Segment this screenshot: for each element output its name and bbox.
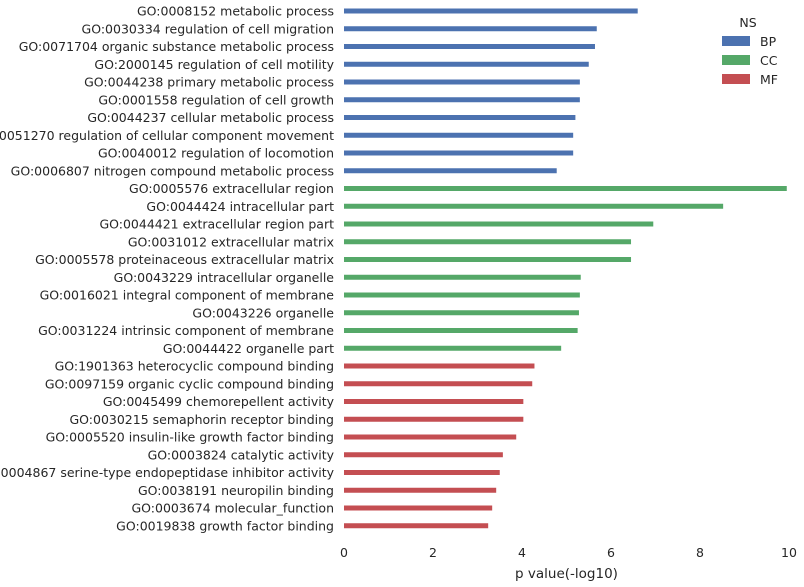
category-label: GO:0003674 molecular_function (131, 501, 334, 516)
category-label: GO:2000145 regulation of cell motility (94, 57, 334, 72)
bar-bp (344, 61, 589, 67)
bars-layer (344, 8, 787, 529)
category-label: GO:0006807 nitrogen compound metabolic p… (11, 163, 334, 178)
legend-swatch-mf (722, 74, 750, 84)
x-axis-title: p value(-log10) (515, 566, 618, 582)
category-label: GO:0038191 neuropilin binding (138, 483, 334, 498)
bar-cc (344, 257, 632, 262)
bar-cc (344, 203, 724, 209)
x-tick-label: 2 (429, 545, 437, 560)
legend-label-bp: BP (760, 34, 777, 49)
bar-bp (344, 79, 580, 85)
category-labels: GO:0008152 metabolic process GO:0030334 r… (0, 4, 335, 534)
legend-swatch-cc (722, 55, 750, 65)
legend: NS BP CC MF (722, 15, 778, 87)
bar-bp (344, 44, 595, 49)
category-label: GO:0001558 regulation of cell growth (98, 92, 334, 107)
bar-bp (344, 115, 576, 120)
category-label: GO:0044424 intracellular part (146, 199, 334, 214)
legend-swatch-bp (722, 36, 750, 46)
bar-mf (344, 452, 503, 458)
bar-bp (344, 150, 574, 156)
category-label: GO:0040012 regulation of locomotion (98, 146, 334, 161)
bar-cc (344, 274, 581, 280)
x-axis-ticks: 0 2 4 6 8 10 (340, 545, 797, 560)
bar-cc (344, 328, 578, 333)
bar-bp (344, 97, 580, 103)
category-label: GO:0097159 organic cyclic compound bindi… (45, 376, 334, 391)
category-label: GO:0051270 regulation of cellular compon… (0, 128, 334, 143)
x-tick-label: 6 (607, 545, 615, 560)
category-label: GO:0043226 organelle (192, 305, 334, 320)
bar-mf (344, 470, 500, 475)
bar-mf (344, 487, 497, 493)
bar-mf (344, 505, 493, 511)
category-label: GO:0043229 intracellular organelle (114, 270, 335, 285)
bar-bp (344, 26, 597, 32)
category-label: GO:0008152 metabolic process (137, 4, 334, 19)
x-tick-label: 0 (340, 545, 348, 560)
bar-mf (344, 381, 533, 387)
bar-cc (344, 345, 562, 351)
category-label: GO:0044421 extracellular region part (99, 217, 334, 232)
legend-label-cc: CC (760, 53, 778, 68)
category-label: GO:0071704 organic substance metabolic p… (19, 39, 334, 54)
legend-title: NS (739, 15, 756, 30)
bar-mf (344, 523, 489, 529)
category-label: GO:0005576 extracellular region (129, 181, 334, 196)
bar-cc (344, 310, 579, 316)
category-label: GO:0016021 integral component of membran… (40, 288, 335, 303)
bar-bp (344, 168, 557, 174)
bar-mf (344, 434, 517, 440)
category-label: GO:0031224 intrinsic component of membra… (38, 323, 334, 338)
category-label: GO:0005520 insulin-like growth factor bi… (46, 430, 334, 445)
legend-label-mf: MF (760, 72, 778, 87)
category-label: GO:0044237 cellular metabolic process (87, 110, 334, 125)
category-label: GO:0031012 extracellular matrix (128, 234, 334, 249)
x-tick-label: 10 (781, 545, 797, 560)
category-label: GO:0044422 organelle part (163, 341, 334, 356)
bar-mf (344, 363, 535, 369)
category-label: GO:0005578 proteinaceous extracellular m… (35, 252, 334, 267)
category-label: GO:0019838 growth factor binding (116, 518, 334, 533)
bar-cc (344, 239, 632, 245)
bar-bp (344, 8, 638, 14)
x-tick-label: 4 (518, 545, 526, 560)
category-label: GO:0030334 regulation of cell migration (82, 21, 334, 36)
bar-cc (344, 186, 787, 191)
category-label: GO:1901363 heterocyclic compound binding (55, 359, 334, 374)
x-tick-label: 8 (696, 545, 704, 560)
category-label: GO:0003824 catalytic activity (148, 447, 335, 462)
category-label: GO:0045499 chemorepellent activity (103, 394, 335, 409)
category-label: GO:0004867 serine-type endopeptidase inh… (0, 465, 335, 480)
bar-bp (344, 132, 574, 138)
category-label: GO:0044238 primary metabolic process (84, 75, 334, 90)
bar-cc (344, 221, 654, 227)
bar-cc (344, 292, 580, 298)
bar-mf (344, 399, 524, 404)
bar-mf (344, 416, 524, 422)
category-label: GO:0030215 semaphorin receptor binding (69, 412, 334, 427)
